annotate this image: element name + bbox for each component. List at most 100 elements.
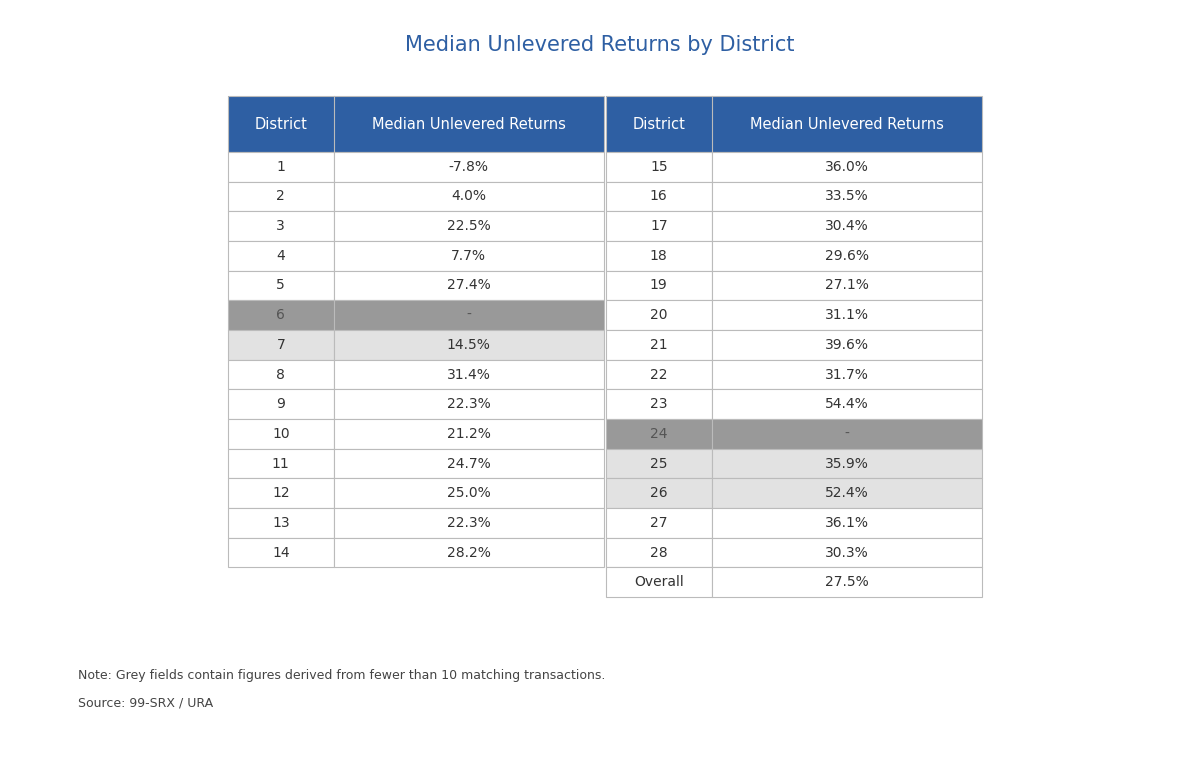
Text: 20: 20	[650, 308, 667, 322]
Bar	[228, 96, 334, 152]
Bar	[712, 241, 982, 271]
Text: Source: 99-SRX / URA: Source: 99-SRX / URA	[78, 696, 214, 709]
Text: 1: 1	[276, 160, 286, 173]
Text: 8: 8	[276, 368, 286, 382]
Text: 16: 16	[650, 190, 667, 204]
Bar	[228, 330, 334, 359]
Bar	[228, 359, 334, 389]
Bar	[606, 96, 982, 152]
Bar	[228, 96, 604, 152]
Text: 7.7%: 7.7%	[451, 249, 486, 263]
Text: 14.5%: 14.5%	[446, 338, 491, 352]
Bar	[606, 538, 712, 567]
Text: 21: 21	[650, 338, 667, 352]
Bar	[334, 389, 604, 419]
Text: 17: 17	[650, 219, 667, 233]
Bar	[606, 330, 712, 359]
Bar	[228, 271, 334, 300]
Text: 7: 7	[276, 338, 286, 352]
Bar	[606, 508, 712, 537]
Text: 19: 19	[650, 278, 667, 292]
Bar	[712, 152, 982, 181]
Bar	[334, 359, 604, 389]
Bar	[228, 478, 334, 508]
Bar	[712, 271, 982, 300]
Text: 4: 4	[276, 249, 286, 263]
Bar	[606, 389, 712, 419]
Bar	[228, 181, 334, 211]
Text: 31.7%: 31.7%	[824, 368, 869, 382]
Text: -: -	[466, 308, 472, 322]
Text: 22.3%: 22.3%	[446, 397, 491, 411]
Bar	[334, 478, 604, 508]
Text: District: District	[632, 116, 685, 132]
Text: 27.1%: 27.1%	[824, 278, 869, 292]
Text: 22: 22	[650, 368, 667, 382]
Bar	[334, 241, 604, 271]
Text: 10: 10	[272, 427, 289, 441]
Bar	[712, 419, 982, 449]
Text: -7.8%: -7.8%	[449, 160, 488, 173]
Bar	[606, 181, 712, 211]
Text: Note: Grey fields contain figures derived from fewer than 10 matching transactio: Note: Grey fields contain figures derive…	[78, 669, 605, 682]
Bar	[334, 152, 604, 181]
Text: 39.6%: 39.6%	[824, 338, 869, 352]
Text: 54.4%: 54.4%	[824, 397, 869, 411]
Text: 23: 23	[650, 397, 667, 411]
Text: 22.5%: 22.5%	[446, 219, 491, 233]
Bar	[334, 271, 604, 300]
Bar	[712, 211, 982, 241]
Text: 28.2%: 28.2%	[446, 546, 491, 560]
Text: 24.7%: 24.7%	[446, 456, 491, 470]
Text: 31.4%: 31.4%	[446, 368, 491, 382]
Bar	[334, 508, 604, 537]
Text: 36.1%: 36.1%	[824, 516, 869, 530]
Bar	[606, 359, 712, 389]
Text: 9: 9	[276, 397, 286, 411]
Bar	[712, 389, 982, 419]
Text: 26: 26	[650, 487, 667, 500]
Text: Median Unlevered Returns: Median Unlevered Returns	[750, 116, 943, 132]
Bar	[606, 241, 712, 271]
Bar	[228, 449, 334, 478]
Text: 11: 11	[272, 456, 289, 470]
Bar	[712, 300, 982, 330]
Text: 25.0%: 25.0%	[446, 487, 491, 500]
Bar	[334, 419, 604, 449]
Bar	[712, 567, 982, 597]
Bar	[606, 567, 712, 597]
Text: 30.3%: 30.3%	[824, 546, 869, 560]
Text: 52.4%: 52.4%	[824, 487, 869, 500]
Text: 29.6%: 29.6%	[824, 249, 869, 263]
Bar	[334, 300, 604, 330]
Bar	[334, 538, 604, 567]
Text: 24: 24	[650, 427, 667, 441]
Bar	[334, 96, 604, 152]
Bar	[606, 96, 712, 152]
Bar	[334, 211, 604, 241]
Bar	[606, 449, 712, 478]
Bar	[606, 211, 712, 241]
Text: 4.0%: 4.0%	[451, 190, 486, 204]
Bar	[334, 449, 604, 478]
Bar	[228, 241, 334, 271]
Text: 30.4%: 30.4%	[824, 219, 869, 233]
Bar	[606, 419, 712, 449]
Text: 18: 18	[650, 249, 667, 263]
Bar	[228, 300, 334, 330]
Text: 3: 3	[276, 219, 286, 233]
Text: 28: 28	[650, 546, 667, 560]
Text: 33.5%: 33.5%	[824, 190, 869, 204]
Bar	[228, 508, 334, 537]
Bar	[606, 300, 712, 330]
Bar	[712, 330, 982, 359]
Text: Overall: Overall	[634, 575, 684, 589]
Bar	[606, 478, 712, 508]
Text: 27.5%: 27.5%	[824, 575, 869, 589]
Text: 35.9%: 35.9%	[824, 456, 869, 470]
Text: -: -	[844, 427, 850, 441]
Bar	[334, 330, 604, 359]
Text: 6: 6	[276, 308, 286, 322]
Bar	[712, 96, 982, 152]
Text: District: District	[254, 116, 307, 132]
